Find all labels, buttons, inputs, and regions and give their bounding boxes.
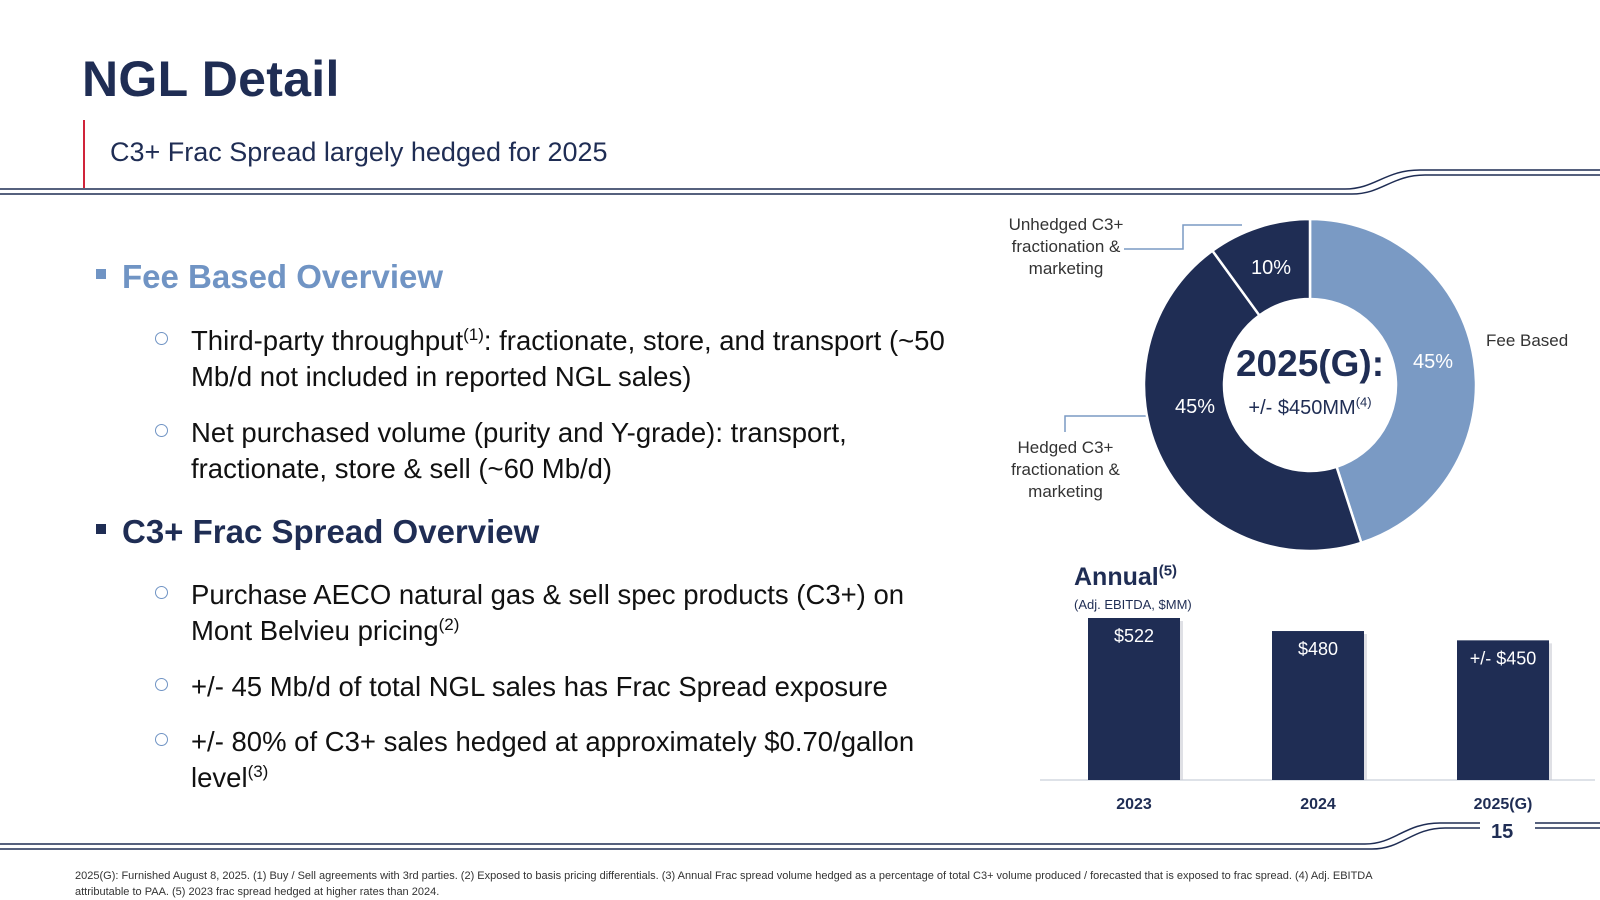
bullet-item: Third-party throughput(1): fractionate, … [155,323,955,395]
donut-slice [1142,248,1363,553]
bar [1272,631,1364,780]
donut-slice [1308,217,1478,545]
donut-label-fee-based: Fee Based [1486,331,1569,350]
square-bullet-icon [96,269,106,280]
page-title: NGL Detail [82,51,340,107]
section-heading-frac-spread: C3+ Frac Spread Overview [96,513,539,551]
bullet-item: +/- 45 Mb/d of total NGL sales has Frac … [155,669,955,705]
bar [1457,640,1549,780]
circle-bullet-icon [155,424,168,437]
bullet-item: Net purchased volume (purity and Y-grade… [155,415,955,487]
donut-label-hedged: Hedged C3+ fractionation & marketing [1011,438,1120,501]
ebitda-mix-donut-chart: 45% 45% 10% [1142,217,1478,553]
bar-chart-title: Annual(5) [1074,562,1178,591]
square-bullet-icon [96,524,106,535]
bullet-item: +/- 80% of C3+ sales hedged at approxima… [155,724,955,796]
subtitle-accent-bar [83,120,85,188]
bar [1088,618,1180,780]
circle-bullet-icon [155,586,168,599]
annual-ebitda-bar-chart: $522 2023 $480 2024 +/- $450 2025(G) [1040,618,1595,813]
page-number: 15 [1491,821,1514,843]
bar-data-label: $522 [1114,626,1154,646]
header-divider [0,169,1600,195]
circle-bullet-icon [155,733,168,746]
bar-data-label: +/- $450 [1470,648,1537,668]
donut-center-value: +/- $450MM(4) [1248,394,1372,419]
circle-bullet-icon [155,678,168,691]
bar-category-label: 2023 [1116,796,1152,813]
footnote: 2025(G): Furnished August 8, 2025. (1) B… [75,870,1372,898]
donut-slice-label: 10% [1251,257,1291,279]
donut-slice [1210,217,1312,318]
circle-bullet-icon [155,332,168,345]
section-heading-fee-based: Fee Based Overview [96,258,443,296]
bar-category-label: 2025(G) [1474,796,1533,813]
donut-label-unhedged: Unhedged C3+ fractionation & marketing [1008,215,1124,278]
page-subtitle: C3+ Frac Spread largely hedged for 2025 [110,137,608,167]
footer-divider [0,822,1600,850]
bar-chart-subtitle: (Adj. EBITDA, $MM) [1074,597,1192,612]
bullet-item: Purchase AECO natural gas & sell spec pr… [155,577,955,649]
bar-data-label: $480 [1298,639,1338,659]
donut-slice-label: 45% [1175,396,1215,418]
donut-center-title: 2025(G): [1235,343,1385,384]
bar-category-label: 2024 [1300,796,1336,813]
donut-slice-label: 45% [1413,351,1453,373]
